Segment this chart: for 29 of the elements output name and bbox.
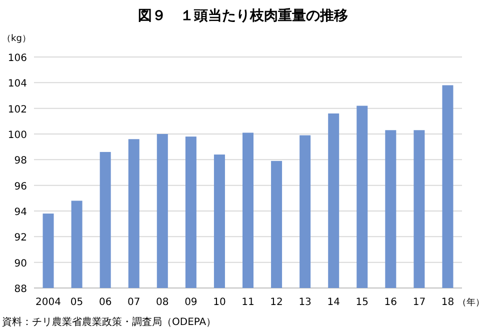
xtick: 13 — [298, 297, 312, 308]
xtick: 16 — [384, 297, 398, 308]
xtick: 18 — [441, 297, 454, 308]
xtick: 08 — [156, 297, 169, 308]
ytick: 104 — [8, 78, 27, 90]
ylabel: （kg） — [2, 34, 31, 44]
xtick: 12 — [270, 297, 283, 308]
ytick: 100 — [8, 130, 27, 141]
annotation: 資料：チリ農業省農業政策・調査局（ODEPA） — [2, 317, 216, 328]
xlabel: （年） — [458, 298, 485, 308]
ytick: 102 — [8, 104, 27, 116]
ytick: 90 — [14, 258, 27, 270]
ytick: 96 — [14, 181, 27, 192]
xtick: 05 — [70, 297, 84, 308]
title: 図９ １頭当たり枝肉重量の推移 — [138, 8, 348, 24]
ytick: 92 — [14, 232, 27, 244]
xtick: 06 — [98, 297, 112, 308]
xtick: 17 — [412, 297, 426, 308]
ytick: 94 — [14, 207, 27, 218]
xtick: 07 — [128, 297, 140, 308]
xtick: 2004 — [36, 297, 61, 308]
xtick: 14 — [327, 297, 340, 308]
ytick: 88 — [14, 284, 27, 295]
xtick: 10 — [213, 297, 226, 308]
xtick: 11 — [242, 297, 254, 308]
ytick: 106 — [8, 53, 27, 64]
ytick: 98 — [14, 156, 27, 167]
xtick: 09 — [184, 297, 198, 308]
xtick: 15 — [356, 297, 368, 308]
